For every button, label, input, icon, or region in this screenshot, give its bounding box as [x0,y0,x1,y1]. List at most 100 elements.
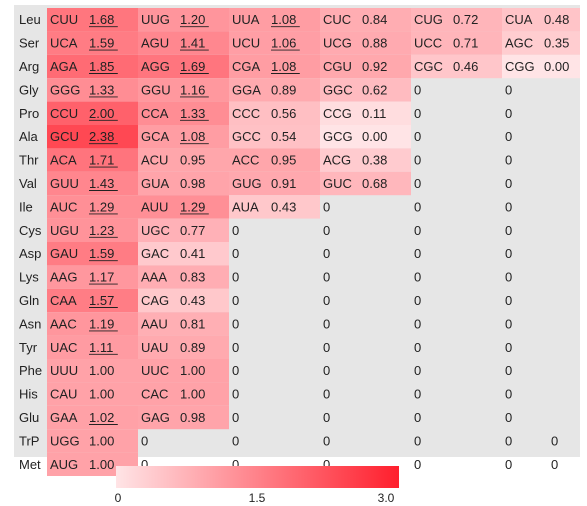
rscu-value: 0 [414,433,421,448]
heatmap-cell [138,195,229,219]
amino-acid-label: Arg [19,59,39,74]
codon-label: UGC [141,223,170,238]
rscu-value: 0 [141,433,148,448]
rscu-value: 0 [414,223,421,238]
heatmap-cell [229,101,320,125]
rscu-value: 0 [232,457,239,472]
heatmap-cell [320,125,411,149]
amino-acid-label: Asn [19,316,41,331]
rscu-value: 0 [323,433,330,448]
heatmap-cell [502,31,580,55]
rscu-value: 0 [414,340,421,355]
heatmap-cell [411,54,502,79]
codon-label: AAA [141,270,167,285]
heatmap-cell [47,171,138,196]
heatmap-cell [138,242,229,266]
heatmap-cell [229,54,320,79]
rscu-value: 0 [232,410,239,425]
heatmap-cell [138,265,229,289]
rscu-value: 0 [323,340,330,355]
codon-label: CAA [50,293,77,308]
rscu-value: 0 [414,82,421,97]
rscu-value: 0 [505,106,512,121]
rscu-value: 0.46 [453,59,478,74]
rscu-value: 1.33 [180,106,205,121]
rscu-value: 0 [232,293,239,308]
heatmap-cell [47,125,138,149]
amino-acid-label: Ser [19,36,40,51]
codon-label: CCA [141,106,169,121]
amino-acid-label: TrP [19,433,39,448]
codon-label: GUU [50,176,79,191]
heatmap-cell [138,148,229,172]
amino-acid-label: Val [19,176,37,191]
codon-label: CGU [323,59,352,74]
rscu-value: 0 [323,270,330,285]
codon-label: GCG [323,129,353,144]
heatmap-cell [138,312,229,336]
colorbar: 0 1.5 3.0 [115,466,399,505]
codon-label: CUU [50,12,78,27]
rscu-value: 1.02 [89,410,114,425]
codon-label: UUC [141,363,169,378]
rscu-value: 1.41 [180,36,205,51]
codon-label: AGU [141,36,169,51]
codon-label: UCU [232,36,260,51]
heatmap-cell [47,359,138,383]
codon-label: ACA [50,153,77,168]
rscu-value: 0 [414,387,421,402]
heatmap-cell [47,54,138,79]
rscu-value: 0 [505,410,512,425]
rscu-value: 1.59 [89,36,114,51]
codon-label: CUG [414,12,443,27]
heatmap-cell [138,382,229,406]
heatmap-cell [138,171,229,196]
heatmap-cell [320,148,411,172]
amino-acid-label: Ala [19,129,39,144]
codon-label: CCC [232,106,260,121]
heatmap-cell [47,8,138,32]
codon-label: GCA [141,129,170,144]
codon-label: GUG [232,176,262,191]
rscu-value: 1.43 [89,176,114,191]
codon-label: GCU [50,129,79,144]
codon-label: AGA [50,59,78,74]
codon-label: AUA [232,199,259,214]
codon-label: GCC [232,129,261,144]
rscu-value: 1.16 [180,82,205,97]
codon-label: GAC [141,246,169,261]
heatmap-cell [47,78,138,102]
rscu-value: 0 [141,457,148,472]
rscu-value: 0 [232,223,239,238]
rscu-value: 0 [551,433,558,448]
rscu-value: 2.00 [89,106,114,121]
rscu-value: 0.00 [362,129,387,144]
rscu-value: 1.68 [89,12,114,27]
rscu-value: 1.69 [180,59,205,74]
rscu-value: 0 [414,246,421,261]
amino-acid-label: Cys [19,223,42,238]
amino-acid-label: Phe [19,363,42,378]
colorbar-tick-label: 1.5 [249,491,266,505]
heatmap-cell [320,8,411,32]
rscu-value: 1.00 [89,433,114,448]
rscu-value: 0 [232,340,239,355]
rscu-value: 0 [323,199,330,214]
rscu-value: 0.54 [271,129,296,144]
heatmap-cell [502,54,580,79]
codon-label: UUG [141,12,170,27]
rscu-value: 1.00 [89,387,114,402]
rscu-value: 1.00 [89,457,114,472]
rscu-value: 0.84 [362,12,387,27]
amino-acid-label: His [19,387,38,402]
rscu-value: 0 [323,293,330,308]
rscu-value: 0 [323,363,330,378]
amino-acid-label: Gln [19,293,39,308]
rscu-value: 1.29 [180,199,205,214]
heatmap-cell [47,312,138,336]
codon-label: GGG [50,82,80,97]
heatmap-cell [47,335,138,359]
rscu-value: 0 [505,176,512,191]
rscu-value: 0 [323,410,330,425]
rscu-value: 0 [414,410,421,425]
